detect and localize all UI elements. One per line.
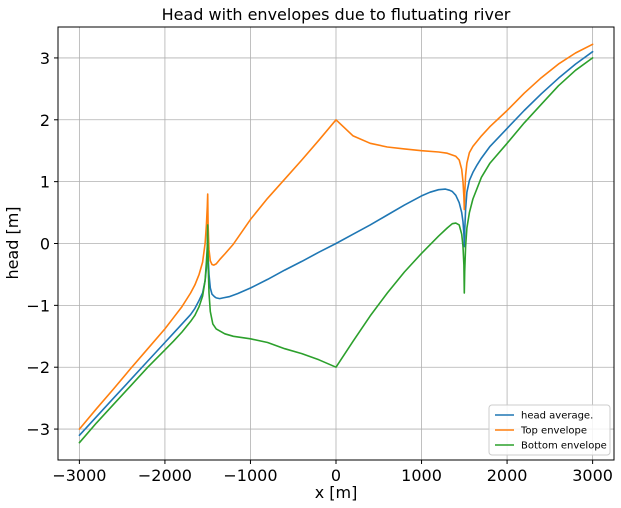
y-axis: −3 −2 −1 0 1 2 3 [26,49,58,439]
plot-area [78,43,594,444]
x-tick-label: 3000 [572,466,613,485]
x-tick-label: −1000 [223,466,277,485]
chart-title: Head with envelopes due to flutuating ri… [162,5,511,24]
y-tick-label: −1 [26,296,50,315]
x-tick-label: −2000 [138,466,192,485]
legend-label: head average. [521,411,593,422]
series-line-3 [78,57,594,444]
y-tick-label: 3 [40,49,50,68]
y-tick-label: −2 [26,358,50,377]
y-tick-label: 0 [40,235,50,254]
y-tick-label: 2 [40,111,50,130]
x-tick-label: 1000 [401,466,442,485]
legend: head average. Top envelope Bottom envelope [488,404,611,456]
x-tick-label: 2000 [487,466,528,485]
legend-box [488,404,611,456]
y-tick-label: 1 [40,173,50,192]
legend-label: Bottom envelope [521,441,607,452]
y-tick-label: −3 [26,420,50,439]
x-axis-label: x [m] [315,483,358,502]
series-line-1 [78,50,594,437]
x-tick-label: 0 [331,466,341,485]
legend-label: Top envelope [520,426,587,437]
x-tick-label: −3000 [52,466,106,485]
x-axis: −3000 −2000 −1000 0 1000 2000 3000 [52,460,613,485]
series-line-2 [78,43,594,430]
y-axis-label: head [m] [3,206,22,279]
